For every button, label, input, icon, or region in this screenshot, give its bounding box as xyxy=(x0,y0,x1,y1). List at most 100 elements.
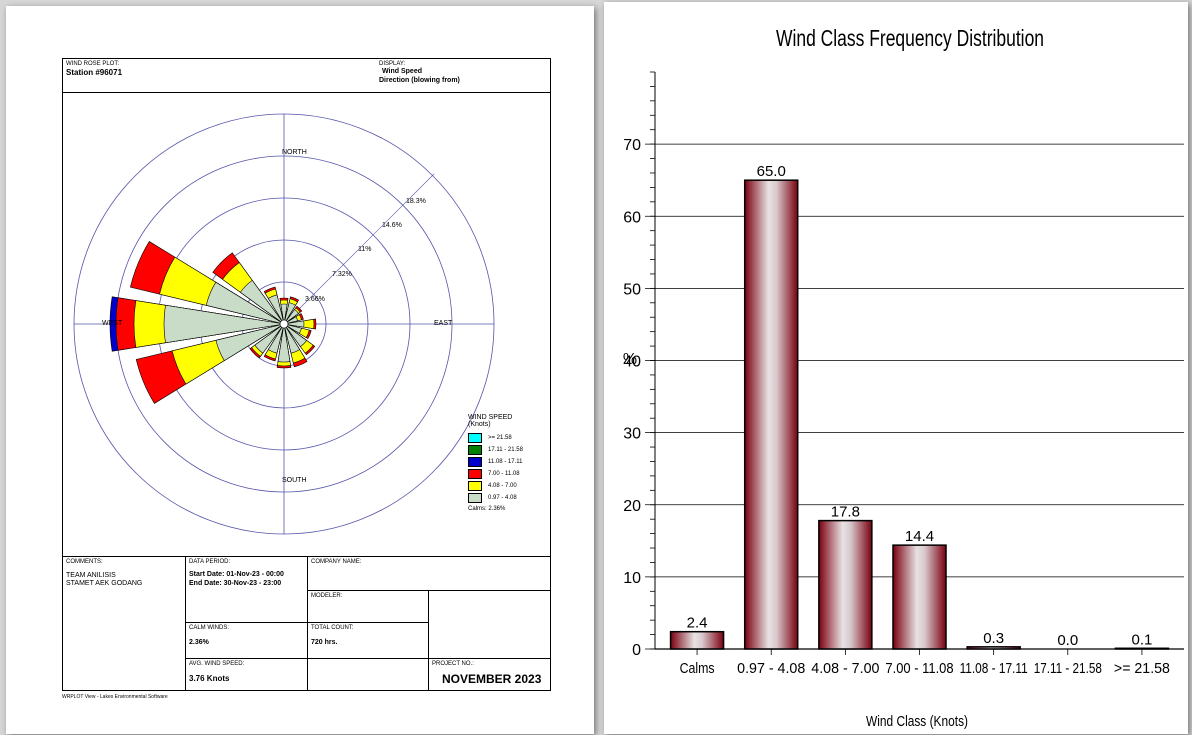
bar xyxy=(818,519,873,650)
legend-swatch xyxy=(468,481,482,491)
comments-line2: STAMET AEK GODANG xyxy=(66,580,143,587)
bar-value-label: 0.0 xyxy=(1057,632,1078,649)
total-count-value: 720 hrs. xyxy=(311,639,338,646)
x-tick-label: 7.00 - 11.08 xyxy=(885,660,953,677)
rose-petal xyxy=(215,323,285,361)
bar-value-label: 0.3 xyxy=(983,630,1004,647)
compass-north: NORTH xyxy=(282,149,307,156)
total-count-label: TOTAL COUNT: xyxy=(311,625,354,631)
legend-item: 17.11 - 21.58 xyxy=(468,445,553,455)
footer-divider xyxy=(307,590,551,591)
rose-petal xyxy=(254,323,285,354)
legend-label: 11.08 - 17.11 xyxy=(488,459,523,465)
rose-petal xyxy=(283,320,305,328)
footer-divider xyxy=(185,622,428,623)
bar-value-label: 65.0 xyxy=(757,163,786,180)
legend-title: WIND SPEED xyxy=(468,414,513,421)
station-name: Station #96071 xyxy=(66,68,123,77)
avg-wind-speed-label: AVG. WIND SPEED: xyxy=(189,661,245,667)
comments-line1: TEAM ANILISIS xyxy=(66,572,116,579)
rose-petal xyxy=(277,323,291,363)
legend-swatch xyxy=(468,469,482,479)
wind-class-bar-chart: Wind Class Frequency Distribution % Wind… xyxy=(623,25,1184,730)
ring-label: 18.3% xyxy=(406,198,426,205)
rose-ray xyxy=(291,173,435,317)
legend-swatch xyxy=(468,493,482,503)
y-tick-label: 20 xyxy=(623,498,641,515)
comments-label: COMMENTS: xyxy=(66,559,103,565)
company-name-label: COMPANY NAME: xyxy=(311,559,362,565)
legend-label: 7.00 - 11.08 xyxy=(488,471,520,477)
legend-item: 4.08 - 7.00 xyxy=(468,481,553,491)
legend-label: 0.97 - 4.08 xyxy=(488,495,517,501)
wind-rose-frame xyxy=(62,58,551,691)
calm-circle xyxy=(279,319,289,329)
rose-petal xyxy=(283,309,299,325)
rose-petal xyxy=(163,304,285,344)
y-tick-label: 10 xyxy=(623,570,641,587)
y-tick-label: 50 xyxy=(623,281,641,298)
wind-rose-sheet: WIND ROSE PLOT: Station #96071 DISPLAY: … xyxy=(6,6,594,734)
footer-top-divider xyxy=(62,556,551,557)
rose-petal xyxy=(267,294,285,325)
footer-divider xyxy=(185,658,551,659)
x-axis-label: Wind Class (Knots) xyxy=(866,713,968,730)
ring-label: 3.66% xyxy=(305,296,325,303)
frequency-chart-sheet: Wind Class Frequency Distribution % Wind… xyxy=(604,2,1188,734)
chart-title: Wind Class Frequency Distribution xyxy=(776,25,1044,51)
rose-petal xyxy=(280,303,288,325)
y-tick-label: 0 xyxy=(632,642,641,659)
legend-units: (Knots) xyxy=(468,421,491,428)
start-date: Start Date: 01-Nov-23 - 00:00 xyxy=(189,571,284,578)
bar-value-label: 0.1 xyxy=(1131,631,1152,648)
compass-south: SOUTH xyxy=(282,477,307,484)
y-tick-label: 40 xyxy=(623,354,641,371)
legend-label: >= 21.58 xyxy=(488,435,512,441)
bar-value-label: 2.4 xyxy=(687,615,708,632)
display-line1: Wind Speed xyxy=(382,68,422,75)
rose-petal xyxy=(267,323,285,354)
display-line2: Direction (blowing from) xyxy=(379,77,460,84)
ring-label: 14.6% xyxy=(382,222,402,229)
y-tick-label: 30 xyxy=(623,426,641,443)
legend-swatch xyxy=(468,457,482,467)
end-date: End Date: 30-Nov-23 - 23:00 xyxy=(189,580,282,587)
bar-value-label: 14.4 xyxy=(905,528,934,545)
y-axis-label: % xyxy=(623,351,637,368)
bar xyxy=(966,646,1021,650)
footer-col-divider xyxy=(428,590,429,691)
project-no-value: NOVEMBER 2023 xyxy=(442,672,542,686)
legend-label: 17.11 - 21.58 xyxy=(488,447,523,453)
software-credit: WRPLOT View - Lakes Environmental Softwa… xyxy=(62,694,168,700)
legend-item: 0.97 - 4.08 xyxy=(468,493,553,503)
legend-item: 11.08 - 17.11 xyxy=(468,457,553,467)
legend-item: >= 21.58 xyxy=(468,433,553,443)
legend-item: 7.00 - 11.08 xyxy=(468,469,553,479)
rose-petal xyxy=(205,281,285,325)
x-tick-label: 11.08 - 17.11 xyxy=(960,660,1028,677)
rose-petal xyxy=(283,323,302,334)
avg-wind-speed-value: 3.76 Knots xyxy=(189,674,230,683)
rose-petal xyxy=(239,279,285,325)
modeler-label: MODELER: xyxy=(311,593,343,599)
legend-label: 4.08 - 7.00 xyxy=(488,483,517,489)
y-tick-label: 70 xyxy=(623,137,641,154)
ring-label: 11% xyxy=(358,246,372,253)
plot-label: WIND ROSE PLOT: xyxy=(66,61,120,67)
data-period-label: DATA PERIOD: xyxy=(189,559,231,565)
y-tick-label: 60 xyxy=(623,209,641,226)
calm-winds-label: CALM WINDS: xyxy=(189,625,230,631)
rose-petal xyxy=(283,323,301,354)
wind-rose-plot xyxy=(73,113,495,535)
ring-label: 7.32% xyxy=(332,271,352,278)
compass-east: EAST xyxy=(434,320,453,327)
project-no-label: PROJECT NO.: xyxy=(432,661,474,667)
x-tick-label: Calms xyxy=(680,660,715,677)
bar-value-label: 17.8 xyxy=(831,504,860,521)
x-tick-label: 0.97 - 4.08 xyxy=(737,660,805,677)
compass-west: WEST xyxy=(102,320,123,327)
legend-swatch xyxy=(468,433,482,443)
bar xyxy=(743,179,799,650)
rose-petal xyxy=(283,302,296,325)
x-tick-label: 4.08 - 7.00 xyxy=(811,660,879,677)
